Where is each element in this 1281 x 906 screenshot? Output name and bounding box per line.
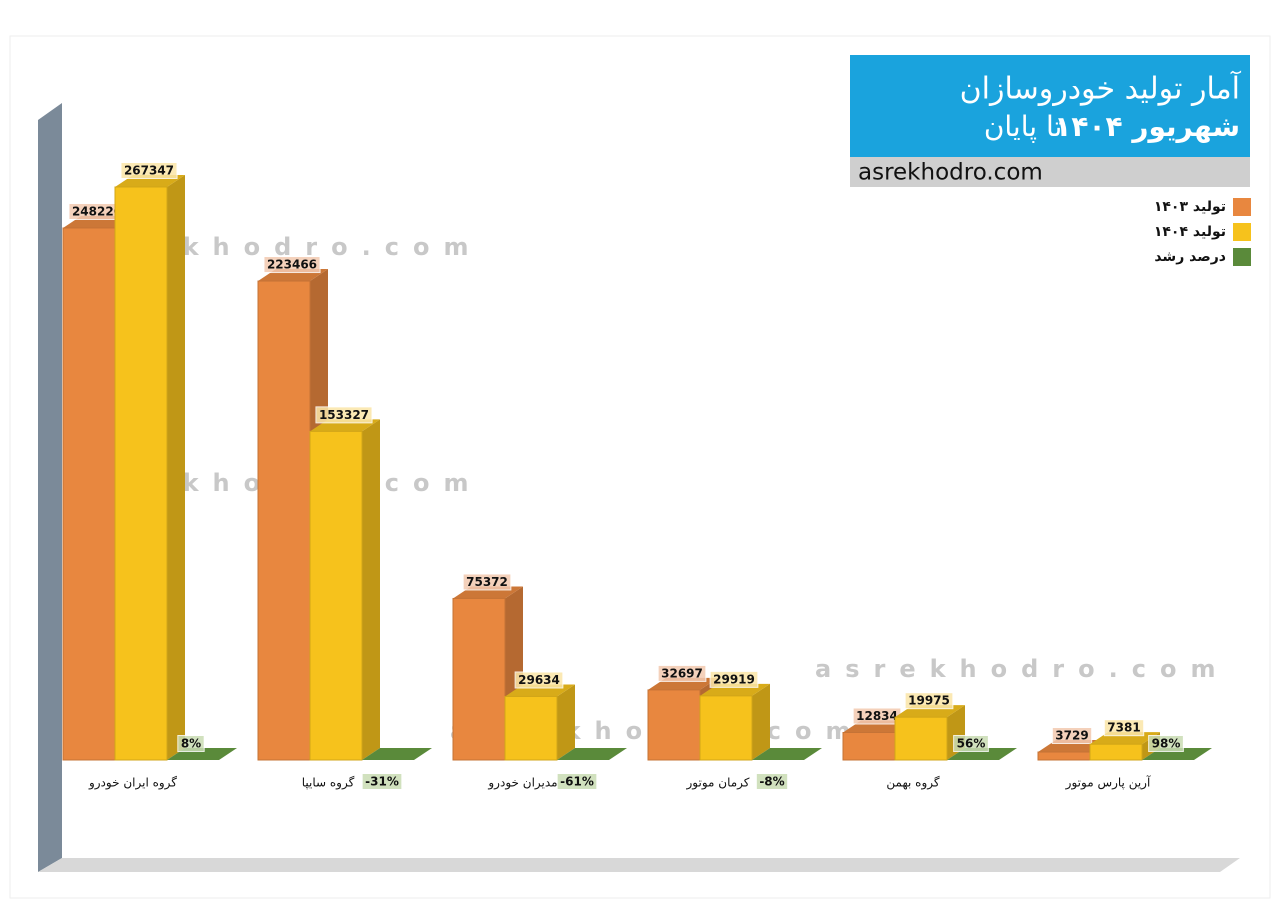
value-label: 75372 (466, 575, 508, 589)
value-label: 3729 (1055, 729, 1088, 743)
value-label-box (1051, 727, 1093, 745)
value-label-box (657, 664, 707, 682)
value-label: 7381 (1107, 721, 1140, 735)
x-tick-label: مدیران خودرو (487, 776, 557, 791)
value-label: 267347 (124, 163, 174, 177)
value-label-box (315, 406, 373, 424)
value-label: 248220 (72, 204, 122, 218)
legend-label: تولید ۱۴۰۳ (1154, 199, 1226, 215)
value-label-box (1103, 719, 1145, 737)
floor (38, 858, 1240, 872)
x-tick-label: گروه بهمن (886, 776, 939, 791)
growth-slab (557, 748, 627, 760)
value-label: 98% (1152, 737, 1181, 751)
bar (504, 684, 575, 761)
bar-front (257, 280, 311, 761)
growth-slab (752, 748, 822, 760)
left-wall (38, 103, 62, 872)
value-label-box (709, 670, 759, 688)
value-label-box (514, 671, 564, 689)
bar (699, 683, 770, 761)
value-label-box (755, 773, 789, 790)
value-label-box (1148, 735, 1184, 752)
bar-front (62, 227, 116, 761)
x-tick-label: آرین پارس موتور (1065, 775, 1151, 791)
title-box (850, 55, 1250, 157)
bar-front (114, 186, 168, 761)
value-label: 56% (957, 737, 986, 751)
bar-front (309, 430, 363, 761)
value-label-box (263, 256, 321, 274)
chart-title: آمار تولید خودروسازان (960, 71, 1242, 107)
bar-side (557, 684, 575, 760)
legend-label: تولید ۱۴۰۴ (1154, 224, 1226, 240)
x-tick-label: گروه ایران خودرو (88, 776, 177, 791)
value-label: 19975 (908, 694, 950, 708)
value-label: 32697 (661, 666, 703, 680)
watermark: asrekhodro.com (815, 655, 1229, 683)
bar-side (752, 683, 770, 760)
value-label: 29634 (518, 673, 560, 687)
value-label: 153327 (319, 408, 369, 422)
bar-front (1089, 743, 1143, 761)
growth-slab (362, 748, 432, 760)
value-label-box (462, 573, 512, 591)
value-label: -8% (759, 775, 784, 789)
source-bar (850, 157, 1250, 187)
bar-front (504, 695, 558, 761)
bar (309, 419, 380, 761)
value-label: 29919 (713, 672, 755, 686)
value-label: 8% (181, 737, 201, 751)
source: asrekhodro.com (858, 160, 1043, 186)
value-label: -31% (365, 775, 399, 789)
bar-side (362, 419, 380, 760)
legend-swatch (1233, 223, 1251, 241)
x-tick-label: گروه سایپا (302, 776, 355, 791)
subtitle: تا پایان (984, 110, 1062, 143)
bar-front (699, 695, 753, 761)
x-tick-label: کرمان موتور (685, 776, 749, 791)
bar-front (647, 689, 701, 761)
value-label-box (904, 692, 954, 710)
value-label-box (556, 773, 598, 790)
value-label: 12834 (856, 709, 898, 723)
bar-front (842, 731, 896, 761)
value-label-box (177, 735, 205, 752)
value-label-box (361, 773, 403, 790)
legend-swatch (1233, 248, 1251, 266)
bar-side (167, 174, 185, 760)
bar-front (1037, 751, 1091, 761)
bar-front (452, 597, 506, 761)
subtitle-emphasis: شهریور ۱۴۰۴ (1054, 110, 1240, 143)
value-label: 223466 (267, 258, 317, 272)
value-label-box (953, 735, 989, 752)
value-label-box (120, 161, 178, 179)
value-label: -61% (560, 775, 594, 789)
legend-swatch (1233, 198, 1251, 216)
bar (114, 174, 185, 761)
chart-subtitle: شهریور ۱۴۰۴تا پایان (984, 110, 1240, 143)
legend-label: درصد رشد (1154, 249, 1226, 265)
bar-front (894, 716, 948, 761)
